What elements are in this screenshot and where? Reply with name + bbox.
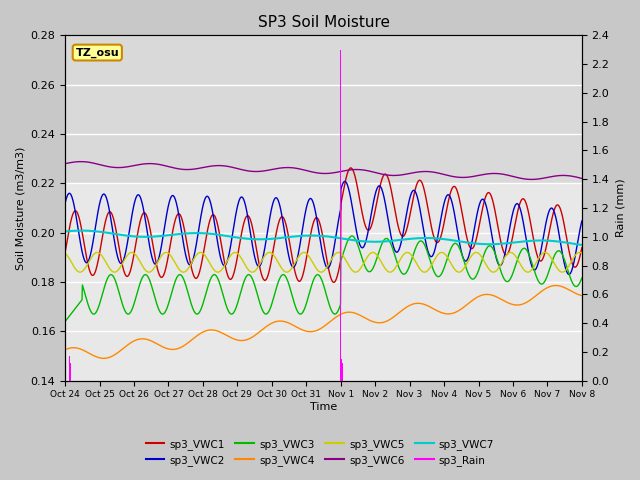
Bar (341, 359, 342, 381)
Title: SP3 Soil Moisture: SP3 Soil Moisture (257, 15, 390, 30)
Legend: sp3_VWC1, sp3_VWC2, sp3_VWC3, sp3_VWC4, sp3_VWC5, sp3_VWC6, sp3_VWC7, sp3_Rain: sp3_VWC1, sp3_VWC2, sp3_VWC3, sp3_VWC4, … (141, 434, 499, 470)
X-axis label: Time: Time (310, 402, 337, 412)
Bar (70, 363, 71, 381)
Bar (68, 356, 70, 381)
Y-axis label: Soil Moisture (m3/m3): Soil Moisture (m3/m3) (15, 146, 25, 270)
Bar (340, 50, 341, 381)
Text: TZ_osu: TZ_osu (76, 48, 119, 58)
Bar (65, 36, 582, 183)
Bar (342, 363, 344, 381)
Y-axis label: Rain (mm): Rain (mm) (615, 179, 625, 237)
